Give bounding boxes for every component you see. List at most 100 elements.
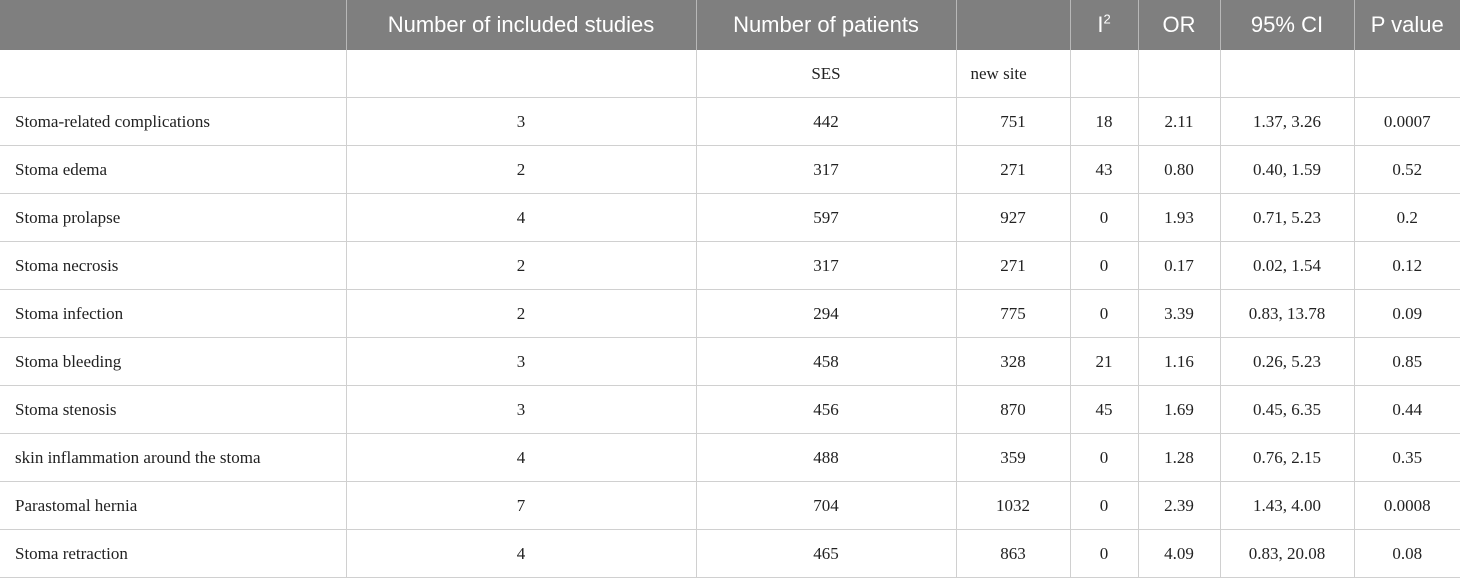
new-site-patients-cell: 328 [955, 337, 1070, 386]
subheader-empty-ci [1219, 50, 1354, 98]
or-cell: 3.39 [1137, 289, 1220, 338]
i-squared-cell: 45 [1069, 385, 1138, 434]
studies-cell: 4 [345, 433, 696, 482]
new-site-patients-cell: 271 [955, 241, 1070, 290]
header-95-ci: 95% CI [1219, 0, 1354, 50]
i-squared-cell: 43 [1069, 145, 1138, 194]
ses-patients-cell: 456 [695, 385, 956, 434]
or-cell: 1.93 [1137, 193, 1220, 242]
studies-cell: 2 [345, 289, 696, 338]
i-squared-cell: 0 [1069, 289, 1138, 338]
or-cell: 0.80 [1137, 145, 1220, 194]
subheader-empty-label [0, 50, 346, 98]
p-value-cell: 0.52 [1353, 145, 1460, 194]
studies-cell: 3 [345, 97, 696, 146]
outcome-cell: Stoma stenosis [0, 385, 346, 434]
or-cell: 2.39 [1137, 481, 1220, 530]
ci-cell: 0.83, 13.78 [1219, 289, 1354, 338]
outcome-cell: skin inflammation around the stoma [0, 433, 346, 482]
new-site-patients-cell: 1032 [955, 481, 1070, 530]
p-value-cell: 0.2 [1353, 193, 1460, 242]
i-squared-cell: 0 [1069, 529, 1138, 578]
table-header: Number of included studies Number of pat… [0, 0, 1460, 50]
ci-cell: 1.43, 4.00 [1219, 481, 1354, 530]
i-squared-superscript: 2 [1103, 11, 1111, 27]
subheader-empty-or [1137, 50, 1220, 98]
new-site-patients-cell: 271 [955, 145, 1070, 194]
i-squared-cell: 0 [1069, 193, 1138, 242]
p-value-cell: 0.12 [1353, 241, 1460, 290]
header-row: Number of included studies Number of pat… [0, 0, 1460, 50]
header-included-studies: Number of included studies [345, 0, 696, 50]
studies-cell: 3 [345, 337, 696, 386]
ses-patients-cell: 442 [695, 97, 956, 146]
outcome-cell: Stoma infection [0, 289, 346, 338]
header-or: OR [1137, 0, 1220, 50]
ses-patients-cell: 488 [695, 433, 956, 482]
table-row: Stoma prolapse 4 597 927 0 1.93 0.71, 5.23 0.2 [0, 193, 1460, 242]
or-cell: 0.17 [1137, 241, 1220, 290]
outcome-cell: Stoma retraction [0, 529, 346, 578]
table-row: Stoma edema 2 317 271 43 0.80 0.40, 1.59 0.52 [0, 145, 1460, 194]
i-squared-base: I [1097, 12, 1104, 37]
or-cell: 1.28 [1137, 433, 1220, 482]
i-squared-cell: 0 [1069, 433, 1138, 482]
subheader-empty-studies [345, 50, 696, 98]
p-value-cell: 0.85 [1353, 337, 1460, 386]
ses-patients-cell: 458 [695, 337, 956, 386]
table-row: skin inflammation around the stoma 4 488 35… [0, 433, 1460, 482]
ses-patients-cell: 704 [695, 481, 956, 530]
studies-cell: 3 [345, 385, 696, 434]
ses-patients-cell: 597 [695, 193, 956, 242]
p-value-cell: 0.0008 [1353, 481, 1460, 530]
i-squared-cell: 0 [1069, 481, 1138, 530]
p-value-cell: 0.44 [1353, 385, 1460, 434]
new-site-patients-cell: 863 [955, 529, 1070, 578]
new-site-patients-cell: 751 [955, 97, 1070, 146]
outcome-cell: Stoma bleeding [0, 337, 346, 386]
or-cell: 1.69 [1137, 385, 1220, 434]
studies-cell: 7 [345, 481, 696, 530]
header-i-squared: I2 [1069, 0, 1138, 50]
ses-patients-cell: 317 [695, 241, 956, 290]
table-row: Stoma-related complications 3 442 751 18 2.11… [0, 97, 1460, 146]
studies-cell: 2 [345, 145, 696, 194]
ci-cell: 1.37, 3.26 [1219, 97, 1354, 146]
outcome-cell: Stoma prolapse [0, 193, 346, 242]
new-site-patients-cell: 359 [955, 433, 1070, 482]
ses-patients-cell: 465 [695, 529, 956, 578]
table-row: Parastomal hernia 7 704 1032 0 2.39 1.43, 4.00… [0, 481, 1460, 530]
header-patients-blank [955, 0, 1070, 50]
studies-cell: 4 [345, 193, 696, 242]
ci-cell: 0.76, 2.15 [1219, 433, 1354, 482]
i-squared-cell: 0 [1069, 241, 1138, 290]
subheader-new-site: new site [955, 50, 1070, 98]
table-row: Stoma necrosis 2 317 271 0 0.17 0.02, 1.54 0.12 [0, 241, 1460, 290]
or-cell: 2.11 [1137, 97, 1220, 146]
p-value-cell: 0.0007 [1353, 97, 1460, 146]
table-row: Stoma infection 2 294 775 0 3.39 0.83, 13.78 0.… [0, 289, 1460, 338]
ci-cell: 0.40, 1.59 [1219, 145, 1354, 194]
header-number-of-patients: Number of patients [695, 0, 956, 50]
new-site-patients-cell: 927 [955, 193, 1070, 242]
ses-patients-cell: 294 [695, 289, 956, 338]
table-row: Stoma bleeding 3 458 328 21 1.16 0.26, 5.23 0.8… [0, 337, 1460, 386]
outcome-cell: Stoma necrosis [0, 241, 346, 290]
header-p-value: P value [1353, 0, 1460, 50]
ci-cell: 0.71, 5.23 [1219, 193, 1354, 242]
studies-cell: 2 [345, 241, 696, 290]
subheader-empty-i2 [1069, 50, 1138, 98]
header-label [0, 0, 346, 50]
or-cell: 4.09 [1137, 529, 1220, 578]
new-site-patients-cell: 775 [955, 289, 1070, 338]
table-row: Stoma stenosis 3 456 870 45 1.69 0.45, 6.35 0.4… [0, 385, 1460, 434]
p-value-cell: 0.09 [1353, 289, 1460, 338]
table-body: SES new site Stoma-related complications… [0, 50, 1460, 578]
ci-cell: 0.45, 6.35 [1219, 385, 1354, 434]
outcome-cell: Stoma edema [0, 145, 346, 194]
outcome-cell: Stoma-related complications [0, 97, 346, 146]
subheader-row: SES new site [0, 50, 1460, 98]
or-cell: 1.16 [1137, 337, 1220, 386]
p-value-cell: 0.08 [1353, 529, 1460, 578]
